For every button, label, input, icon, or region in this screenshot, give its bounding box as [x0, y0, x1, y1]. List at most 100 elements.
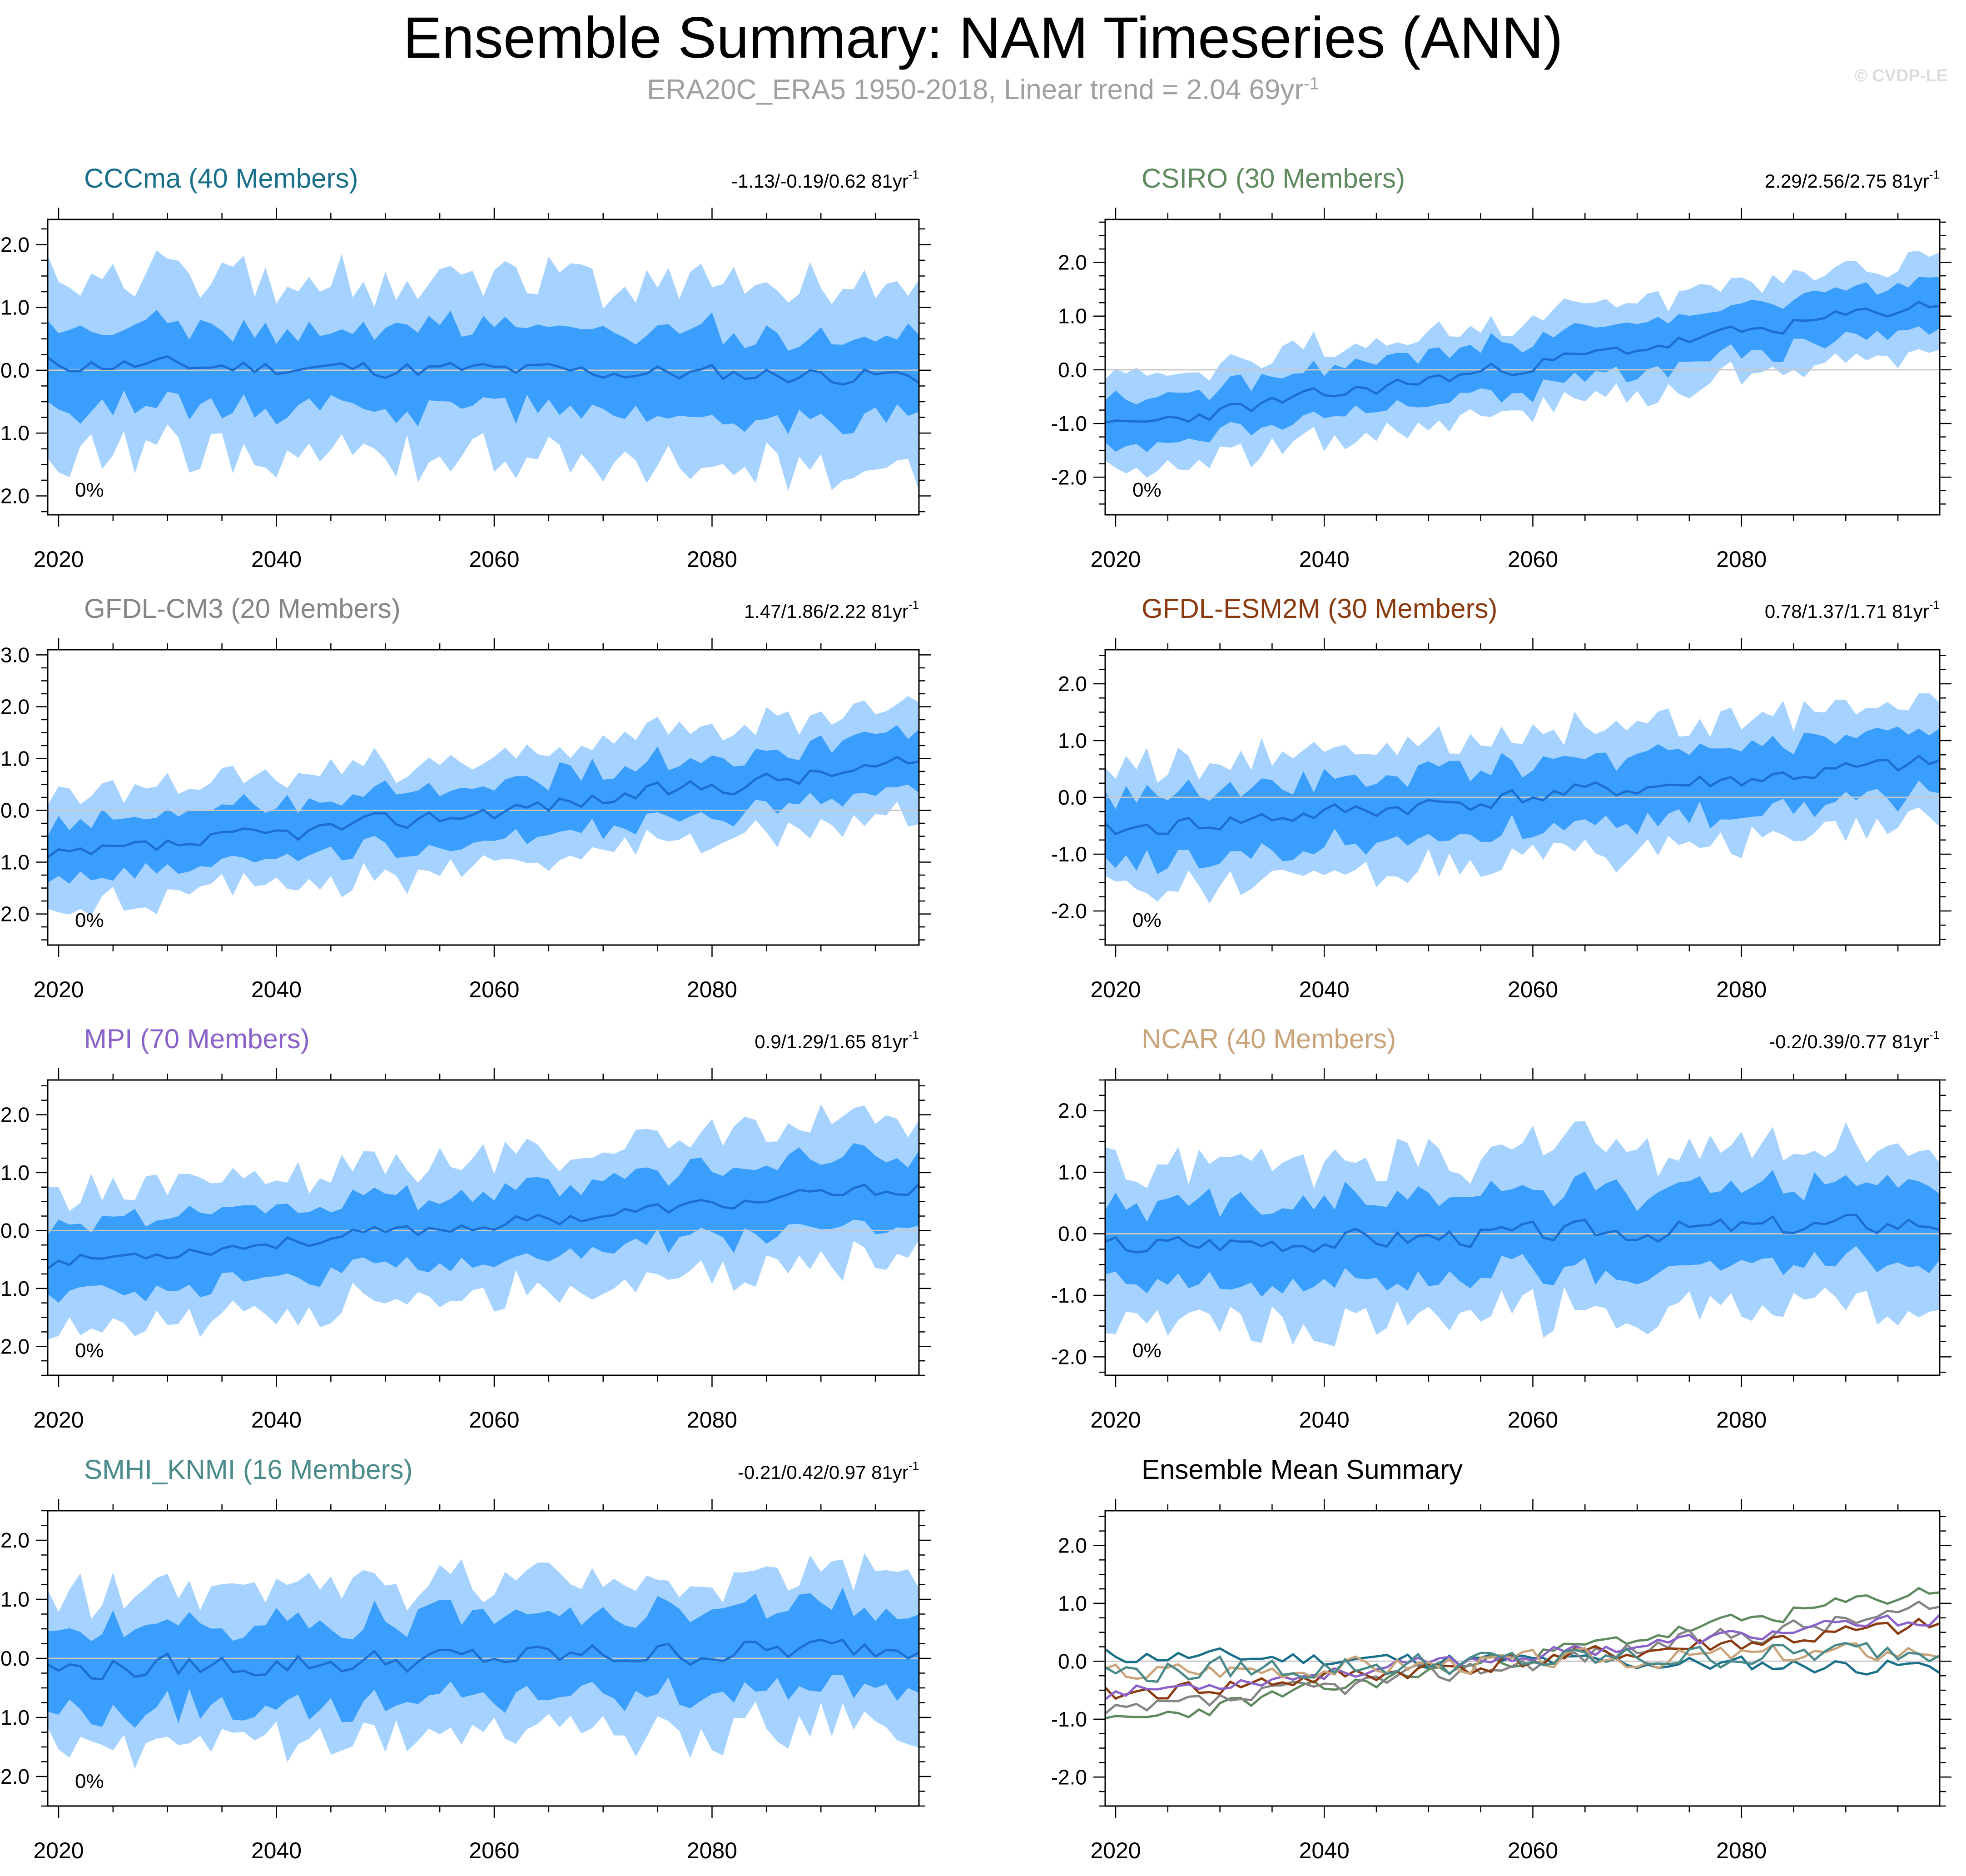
y-tick-label: 1.0 [0, 1587, 30, 1611]
plot-frame [47, 1079, 920, 1376]
plot-frame [1104, 1079, 1941, 1376]
trend-superscript: -1 [909, 1028, 919, 1042]
y-tick-label: -2.0 [1051, 465, 1087, 489]
x-tick-label: 2020 [33, 977, 84, 1002]
panel-title: CSIRO (30 Members) [1142, 163, 1405, 194]
ensemble-mean-line [48, 1638, 919, 1681]
percent-label: 0% [75, 909, 104, 931]
x-tick-label: 2040 [251, 547, 302, 572]
figure-subtitle: ERA20C_ERA5 1950-2018, Linear trend = 2.… [0, 74, 1966, 106]
percent-label: 0% [75, 1339, 104, 1362]
inner-spread-band [48, 725, 919, 884]
ensemble-mean-line [1105, 754, 1940, 836]
plot-area [1105, 1121, 1940, 1347]
x-tick-label: 2080 [1716, 1407, 1767, 1433]
plot-area [48, 1553, 919, 1769]
trend-label: -0.2/0.39/0.77 81yr-1 [1769, 1028, 1940, 1052]
inner-spread-band [48, 1143, 919, 1303]
x-tick-label: 2060 [1508, 977, 1558, 1002]
plot-area [1105, 250, 1940, 478]
x-tick-label: 2080 [687, 547, 737, 572]
y-tick-label: 1.0 [1058, 304, 1087, 328]
trend-text: -0.2/0.39/0.77 81yr [1769, 1031, 1929, 1052]
trend-text: 1.47/1.86/2.22 81yr [744, 601, 909, 622]
y-tick-label: 1.0 [0, 296, 30, 319]
percent-label: 0% [1132, 1339, 1162, 1362]
y-tick-label: 2.0 [0, 1528, 30, 1552]
plot-area [1105, 693, 1940, 904]
x-tick-label: 2020 [1090, 977, 1141, 1002]
series-line-gfdl-esm2m [1105, 1617, 1940, 1700]
y-tick-label: 1.0 [1058, 729, 1087, 752]
inner-spread-band [48, 1587, 919, 1728]
subtitle-text: ERA20C_ERA5 1950-2018, Linear trend = 2.… [647, 74, 1304, 105]
x-tick-label: 2060 [1508, 1838, 1558, 1863]
y-tick-label: -2.0 [1051, 899, 1087, 923]
plot-area [1105, 1587, 1940, 1720]
trend-label: 0.9/1.29/1.65 81yr-1 [755, 1028, 919, 1052]
panel-title: NCAR (40 Members) [1142, 1024, 1396, 1054]
x-tick-label: 2040 [1299, 1838, 1350, 1863]
series-line-smhi-knmi [1105, 1642, 1940, 1683]
trend-text: -0.21/0.42/0.97 81yr [738, 1462, 909, 1483]
y-tick-label: -2.0 [0, 1765, 30, 1788]
x-tick-label: 2080 [1716, 1838, 1767, 1863]
x-tick-label: 2020 [33, 547, 84, 572]
y-tick-label: -1.0 [1051, 1707, 1087, 1731]
x-tick-label: 2040 [251, 977, 302, 1002]
y-tick-label: 1.0 [0, 1161, 30, 1184]
y-tick-label: -1.0 [1051, 842, 1087, 866]
percent-label: 0% [1132, 479, 1162, 501]
series-line-mpi [1105, 1614, 1940, 1701]
y-tick-label: 2.0 [1058, 672, 1087, 696]
x-tick-label: 2040 [251, 1407, 302, 1433]
x-tick-label: 2060 [1508, 547, 1558, 572]
ensemble-mean-line [48, 756, 919, 858]
x-tick-label: 2080 [1716, 547, 1767, 572]
y-tick-label: 0.0 [0, 1219, 30, 1242]
y-tick-label: 0.0 [1058, 358, 1087, 382]
plot-area [48, 696, 919, 916]
y-tick-label: 1.0 [0, 746, 30, 770]
trend-superscript: -1 [909, 1459, 919, 1473]
x-tick-label: 2040 [1299, 547, 1350, 572]
trend-superscript: -1 [909, 168, 919, 181]
x-tick-label: 2020 [33, 1407, 84, 1433]
panel-title: SMHI_KNMI (16 Members) [84, 1454, 412, 1485]
x-tick-label: 2060 [1508, 1407, 1558, 1433]
trend-superscript: -1 [1929, 1028, 1940, 1042]
y-tick-label: 0.0 [1058, 1222, 1087, 1246]
trend-text: 0.78/1.37/1.71 81yr [1765, 601, 1929, 622]
panel-title: MPI (70 Members) [84, 1024, 310, 1054]
panel-smhi-knmi: SMHI_KNMI (16 Members) -0.21/0.42/0.97 81… [0, 1454, 931, 1863]
y-tick-label: -1.0 [0, 851, 30, 874]
y-tick-label: -2.0 [1051, 1765, 1087, 1789]
trend-label: 0.78/1.37/1.71 81yr-1 [1765, 598, 1940, 622]
y-tick-label: 0.0 [1058, 786, 1087, 809]
y-tick-label: 0.0 [0, 1647, 30, 1670]
ensemble-mean-line [48, 1183, 919, 1270]
series-line-gfdl-cm3 [1105, 1600, 1940, 1715]
x-tick-label: 2080 [687, 977, 737, 1002]
percent-label: 0% [75, 1770, 104, 1792]
panel-title: Ensemble Mean Summary [1142, 1454, 1463, 1485]
x-tick-label: 2060 [469, 1838, 519, 1863]
y-tick-label: -1.0 [0, 1277, 30, 1300]
panel-title: GFDL-CM3 (20 Members) [84, 593, 401, 624]
y-tick-label: 2.0 [0, 695, 30, 718]
x-tick-label: 2060 [469, 1407, 519, 1433]
y-tick-label: -1.0 [1051, 412, 1087, 435]
inner-spread-band [1105, 727, 1940, 874]
y-tick-label: -2.0 [1051, 1345, 1087, 1368]
series-line-cccma [1105, 1647, 1940, 1676]
y-tick-label: 1.0 [1058, 1592, 1087, 1615]
panel-cccma: CCCma (40 Members) -1.13/-0.19/0.62 81yr-… [0, 163, 931, 572]
y-tick-label: -2.0 [0, 1334, 30, 1358]
y-tick-label: 0.0 [1058, 1649, 1087, 1673]
plot-frame [1104, 219, 1941, 516]
y-tick-label: -2.0 [0, 484, 30, 508]
trend-label: -0.21/0.42/0.97 81yr-1 [738, 1459, 919, 1483]
y-tick-label: -2.0 [0, 902, 30, 926]
y-tick-label: 2.0 [0, 233, 30, 256]
